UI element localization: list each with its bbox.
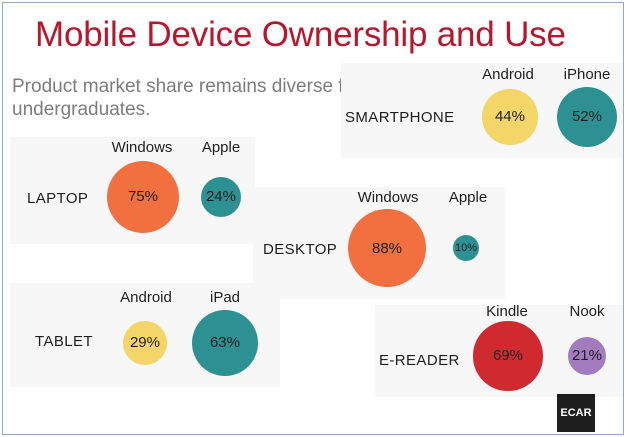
device-label-tablet: TABLET — [35, 333, 93, 350]
bubble-android-tablet: 29% — [122, 320, 168, 366]
bubble-apple-laptop: 24% — [200, 176, 242, 218]
value-label: 52% — [571, 108, 602, 126]
brand-label-android-phone: Android — [482, 66, 534, 83]
bubble-kindle: 69% — [473, 321, 543, 391]
brand-label-iphone: iPhone — [563, 66, 611, 83]
device-label-laptop: LAPTOP — [27, 190, 89, 207]
brand-label-kindle: Kindle — [486, 303, 528, 320]
brand-label-apple-desktop: Apple — [448, 189, 488, 206]
brand-label-apple-laptop: Apple — [201, 139, 241, 156]
subtitle: Product market share remains diverse for… — [12, 76, 361, 120]
page-title: Mobile Device Ownership and Use — [35, 15, 566, 54]
brand-label-ipad: iPad — [209, 289, 241, 306]
bubble-nook: 21% — [567, 336, 607, 376]
ecar-logo: ECAR — [557, 394, 595, 432]
bubble-apple-desktop: 10% — [452, 234, 480, 262]
brand-label-windows-laptop: Windows — [111, 139, 173, 156]
value-label: 69% — [492, 347, 523, 365]
bubble-ipad: 63% — [192, 310, 258, 376]
value-label: 44% — [494, 108, 525, 126]
brand-label-android-tablet: Android — [120, 289, 172, 306]
bubble-iphone: 52% — [557, 87, 617, 147]
device-label-desktop: DESKTOP — [263, 241, 338, 258]
value-label: 29% — [129, 334, 160, 352]
value-label: 24% — [205, 188, 236, 206]
bubble-windows-desktop: 88% — [348, 209, 426, 287]
bubble-windows-laptop: 75% — [106, 160, 179, 233]
value-label: 21% — [571, 347, 602, 365]
value-label: 88% — [371, 239, 403, 257]
bubble-android-phone: 44% — [482, 89, 538, 145]
value-label: 10% — [454, 241, 477, 254]
device-label-ereader: E-READER — [379, 352, 460, 369]
device-label-smartphone: SMARTPHONE — [345, 109, 455, 126]
value-label: 75% — [127, 188, 158, 206]
value-label: 63% — [209, 334, 240, 352]
brand-label-nook: Nook — [569, 303, 605, 320]
brand-label-windows-desktop: Windows — [357, 189, 419, 206]
